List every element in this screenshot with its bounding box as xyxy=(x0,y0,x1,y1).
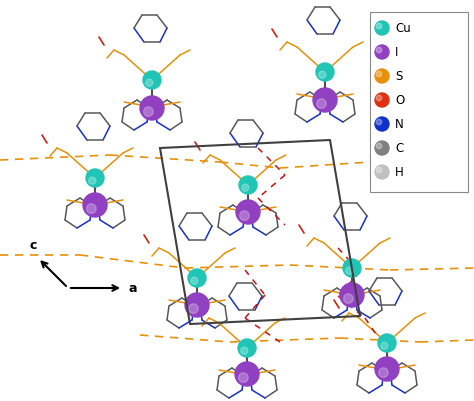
Circle shape xyxy=(319,71,326,78)
Circle shape xyxy=(189,304,198,314)
Circle shape xyxy=(375,69,389,83)
Text: C: C xyxy=(395,142,403,154)
Circle shape xyxy=(379,368,388,377)
Circle shape xyxy=(346,267,353,274)
Text: O: O xyxy=(395,93,404,107)
Circle shape xyxy=(375,357,399,381)
Circle shape xyxy=(238,339,256,357)
Circle shape xyxy=(340,283,364,307)
Circle shape xyxy=(376,95,382,101)
Circle shape xyxy=(89,177,96,184)
Circle shape xyxy=(140,96,164,120)
Text: S: S xyxy=(395,69,402,83)
Circle shape xyxy=(238,373,248,383)
Circle shape xyxy=(376,143,382,149)
Circle shape xyxy=(143,71,161,89)
Circle shape xyxy=(146,79,153,86)
Circle shape xyxy=(188,269,206,287)
Text: N: N xyxy=(395,117,404,130)
Circle shape xyxy=(376,71,382,77)
Circle shape xyxy=(381,342,388,349)
Circle shape xyxy=(317,99,326,108)
Circle shape xyxy=(375,45,389,59)
Circle shape xyxy=(343,259,361,277)
Circle shape xyxy=(239,176,257,194)
Circle shape xyxy=(144,107,153,116)
Text: H: H xyxy=(395,166,404,178)
Circle shape xyxy=(191,277,198,284)
Circle shape xyxy=(375,165,389,179)
Text: Cu: Cu xyxy=(395,22,411,34)
Circle shape xyxy=(344,294,353,304)
Circle shape xyxy=(376,23,382,29)
Circle shape xyxy=(376,47,382,53)
Text: I: I xyxy=(395,45,398,59)
Circle shape xyxy=(83,193,107,217)
Circle shape xyxy=(313,88,337,112)
Circle shape xyxy=(236,200,260,224)
Circle shape xyxy=(375,141,389,155)
Circle shape xyxy=(239,211,249,221)
Bar xyxy=(370,12,468,192)
Circle shape xyxy=(185,293,209,317)
Circle shape xyxy=(375,21,389,35)
Circle shape xyxy=(86,169,104,187)
Text: c: c xyxy=(29,239,36,252)
Text: a: a xyxy=(129,282,137,294)
Circle shape xyxy=(316,63,334,81)
Circle shape xyxy=(376,167,382,173)
Circle shape xyxy=(376,119,382,125)
Circle shape xyxy=(375,117,389,131)
Circle shape xyxy=(241,347,248,354)
Circle shape xyxy=(87,204,96,213)
Circle shape xyxy=(375,93,389,107)
Circle shape xyxy=(235,362,259,386)
Circle shape xyxy=(242,184,249,191)
Circle shape xyxy=(378,334,396,352)
